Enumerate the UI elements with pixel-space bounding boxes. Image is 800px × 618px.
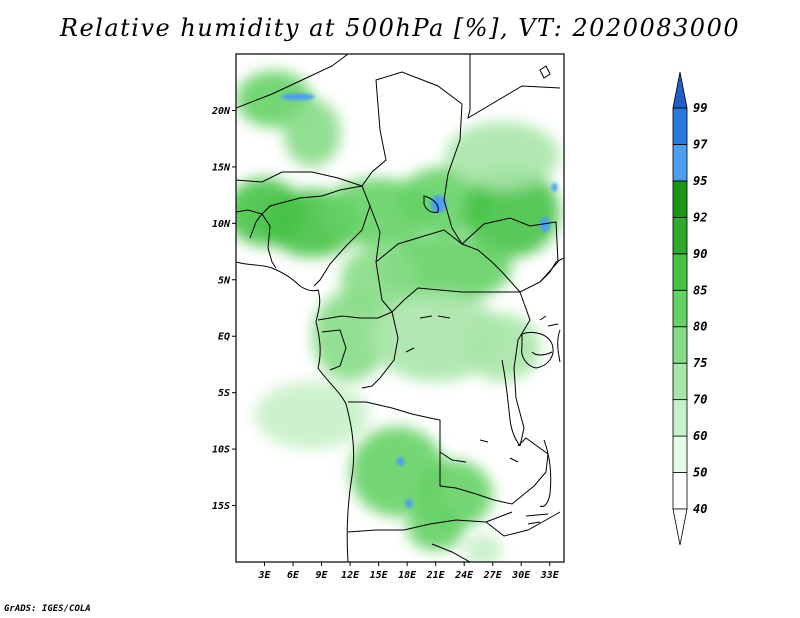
colorbar-segment: [672, 362, 688, 401]
border-burkina: [249, 213, 271, 249]
colorbar-segment: [672, 472, 688, 510]
y-tick-label: 20N: [211, 106, 231, 117]
x-tick-label: 30E: [511, 570, 531, 581]
y-tick-label: 10N: [212, 219, 231, 230]
border-car: [375, 229, 503, 273]
humidity-region-13: [255, 381, 370, 450]
border-mali-west: [236, 209, 263, 215]
colorbar-segment: [672, 144, 688, 182]
border-south-sudan: [461, 217, 559, 293]
colorbar-label: 75: [693, 356, 707, 370]
colorbar-segment: [672, 253, 688, 291]
x-tick-label: 24E: [454, 570, 474, 581]
humidity-region-7: [445, 121, 560, 190]
x-tick-label: 12E: [341, 570, 360, 581]
colorbar-label: 92: [693, 210, 707, 224]
lake-chad-outline: [423, 195, 439, 213]
map-title: Relative humidity at 500hPa [%], VT: 202…: [59, 14, 741, 42]
colorbar: 40 50 60 70 75 80 85 90 92 95 97 99: [672, 71, 708, 546]
x-tick-label: 33E: [540, 570, 560, 581]
colorbar-label: 99: [693, 101, 707, 115]
lake-tanganyika: [501, 359, 521, 447]
colorbar-label: 80: [693, 320, 707, 334]
y-tick-label: 15S: [212, 501, 230, 512]
border-libya: [361, 71, 463, 187]
saturated-spot-5: [405, 498, 413, 508]
y-tick-label: 5S: [218, 388, 230, 399]
x-tick-label: 15E: [370, 570, 389, 581]
colorbar-label: 50: [693, 466, 707, 480]
y-axis: 20N 15N 10N 5N EQ 5S 10S 15S: [211, 106, 236, 512]
humidity-region-17: [464, 533, 503, 562]
y-tick-label: 5N: [218, 275, 231, 286]
y-tick-label: 15N: [212, 162, 231, 173]
colorbar-label: 70: [693, 393, 707, 407]
border-nigeria: [261, 185, 371, 287]
humidity-region-12: [464, 313, 541, 382]
lake-malawi: [539, 439, 552, 507]
border-zimbabwe: [485, 511, 561, 537]
credit-label: GrADS: IGES/COLA: [4, 604, 91, 614]
x-tick-label: 21E: [426, 570, 446, 581]
x-tick-label: 6E: [287, 570, 300, 581]
colorbar-label: 95: [693, 174, 707, 188]
border-algeria-niger: [236, 54, 349, 109]
coastline: [236, 261, 355, 562]
colorbar-label: 90: [693, 247, 707, 261]
colorbar-min-arrow: [672, 508, 688, 546]
x-tick-label: 27E: [483, 570, 503, 581]
y-tick-label: EQ: [218, 332, 230, 343]
saturated-spots: [280, 93, 558, 508]
sinai-fragment: [539, 65, 551, 79]
saturated-spot-1: [430, 195, 447, 214]
humidity-field: [236, 70, 560, 562]
colorbar-segment: [672, 435, 688, 473]
humidity-region-16: [407, 505, 465, 551]
x-tick-label: 3E: [257, 570, 271, 581]
saturated-spot-0: [280, 93, 315, 101]
humidity-region-6: [464, 166, 560, 258]
saturated-spot-3: [540, 216, 550, 233]
colorbar-segment: [672, 216, 688, 255]
lake-victoria: [521, 331, 554, 369]
saturated-spot-4: [396, 457, 405, 467]
humidity-region-1: [283, 99, 341, 167]
colorbar-segment: [672, 180, 688, 218]
colorbar-label: 40: [693, 502, 707, 516]
y-tick-label: 10S: [212, 445, 230, 456]
border-egypt-sudan: [467, 54, 561, 120]
saturated-spot-2: [551, 182, 558, 192]
colorbar-max-arrow: [672, 71, 688, 109]
colorbar-segment: [672, 289, 688, 328]
plot-area: [236, 54, 564, 562]
colorbar-segment: [672, 326, 688, 364]
border-zambia: [439, 437, 549, 505]
border-benin: [267, 247, 277, 269]
border-botswana: [431, 543, 471, 562]
border-chad-sudan: [443, 103, 463, 245]
colorbar-label: 60: [693, 429, 707, 443]
country-borders: [236, 54, 564, 562]
border-angola-drc: [348, 401, 467, 463]
coast-east: [531, 329, 561, 363]
border-gabon: [321, 329, 347, 371]
border-drc-north: [391, 287, 520, 313]
river-fragments: [405, 315, 559, 525]
colorbar-label: 85: [693, 283, 707, 297]
humidity-region-10: [312, 291, 389, 382]
border-drc-east: [513, 291, 531, 447]
x-axis: 3E 6E 9E 12E 15E 18E 21E 24E 27E 30E 33E: [257, 562, 560, 581]
colorbar-label: 97: [693, 137, 708, 151]
x-tick-label: 18E: [398, 570, 417, 581]
x-tick-label: 9E: [316, 570, 329, 581]
colorbar-segment: [672, 399, 688, 437]
map-frame: [235, 53, 565, 563]
border-congo: [317, 311, 399, 389]
colorbar-segment: [672, 107, 688, 145]
border-ethiopia: [539, 257, 564, 283]
border-niger-mali: [236, 171, 363, 187]
